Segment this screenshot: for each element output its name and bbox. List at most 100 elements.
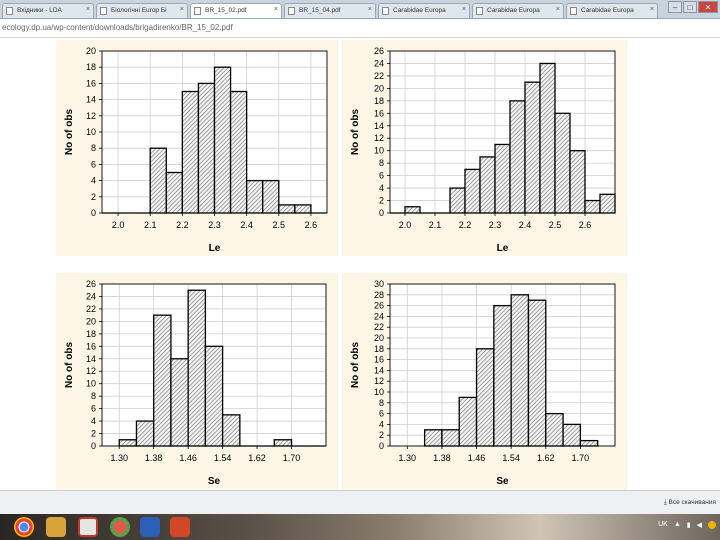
- close-tab-icon[interactable]: ×: [649, 6, 654, 13]
- x-axis-label: Se: [208, 476, 221, 487]
- y-tick-label: 30: [374, 279, 384, 289]
- histogram-bar: [524, 81, 541, 214]
- pdf-viewer: 0 2 4 6 8 10 12 14 16 18 20 2.0 2.1 2.2 2.3 2.4 2.5 2.6 Le…: [0, 38, 720, 490]
- histogram-bar: [475, 348, 495, 447]
- page-icon: [6, 7, 13, 15]
- histogram-bar: [245, 179, 264, 214]
- browser-tab[interactable]: Carabidae Europa ×: [566, 3, 658, 18]
- x-tick-label: 1.38: [433, 453, 451, 463]
- histogram-bar: [213, 66, 232, 214]
- histogram-bar: [294, 204, 312, 214]
- close-tab-icon[interactable]: ×: [85, 6, 90, 13]
- show-all-downloads-label: Все скачивания: [668, 499, 716, 506]
- histogram-bar: [197, 82, 216, 214]
- show-all-downloads-link[interactable]: ⤓ Все скачивания: [663, 499, 716, 506]
- browser-tab[interactable]: Carabidae Europa ×: [472, 3, 564, 18]
- y-tick-label: 10: [86, 127, 96, 137]
- word-icon[interactable]: [140, 517, 160, 537]
- x-tick-label: 2.5: [549, 220, 562, 230]
- x-tick-label: 1.30: [399, 453, 417, 463]
- histogram-bar: [187, 289, 207, 447]
- y-tick-label: 26: [374, 301, 384, 311]
- x-tick-label: 1.54: [502, 453, 520, 463]
- close-window-button[interactable]: ✕: [698, 1, 718, 13]
- histogram-bar: [135, 420, 155, 447]
- y-tick-label: 6: [91, 159, 96, 169]
- x-tick-label: 2.6: [579, 220, 592, 230]
- histogram-bar: [527, 299, 547, 447]
- x-tick-label: 2.1: [144, 220, 157, 230]
- histogram-bar: [273, 439, 293, 447]
- histogram-chart: 0 2 4 6 8 10 12 14 16 18 20 2.0 2.1 2.2 2.3 2.4 2.5 2.6 Le…: [64, 46, 328, 254]
- close-tab-icon[interactable]: ×: [179, 6, 184, 13]
- chrome-icon[interactable]: [14, 517, 34, 537]
- close-tab-icon[interactable]: ×: [461, 6, 466, 13]
- y-tick-label: 26: [86, 279, 96, 289]
- y-tick-label: 22: [374, 322, 384, 332]
- y-tick-label: 10: [86, 379, 96, 389]
- x-tick-label: 1.38: [145, 453, 163, 463]
- y-tick-label: 14: [374, 121, 384, 131]
- x-tick-label: 2.3: [208, 220, 221, 230]
- histogram-bar: [510, 294, 530, 447]
- browser-tab[interactable]: Carabidae Europa ×: [378, 3, 470, 18]
- browser-tab-label: BR_15_04.pdf: [299, 7, 341, 14]
- y-tick-label: 18: [86, 329, 96, 339]
- plot-frame: [101, 50, 328, 214]
- y-axis-label: No of obs: [350, 109, 361, 156]
- y-tick-label: 18: [374, 96, 384, 106]
- notification-icon[interactable]: [708, 521, 716, 529]
- plot-frame: [389, 283, 616, 447]
- browser-tab[interactable]: Вхiдники - LDA ×: [2, 3, 94, 18]
- y-tick-label: 0: [379, 441, 384, 451]
- histogram-bar: [204, 345, 224, 447]
- histogram-bar: [404, 206, 421, 214]
- y-tick-label: 8: [91, 391, 96, 401]
- minimize-button[interactable]: –: [668, 1, 682, 13]
- close-tab-icon[interactable]: ×: [273, 6, 278, 13]
- y-tick-label: 6: [91, 404, 96, 414]
- close-tab-icon[interactable]: ×: [555, 6, 560, 13]
- y-tick-label: 2: [379, 430, 384, 440]
- powerpoint-icon[interactable]: [170, 517, 190, 537]
- y-tick-label: 2: [379, 196, 384, 206]
- language-indicator[interactable]: UK: [658, 521, 668, 528]
- close-tab-icon[interactable]: ×: [367, 6, 372, 13]
- browser-tab[interactable]: BR_15_02.pdf ×: [190, 3, 282, 18]
- x-axis-label: Le: [209, 243, 221, 254]
- pen-app-icon[interactable]: [46, 517, 66, 537]
- y-tick-label: 14: [86, 95, 96, 105]
- x-tick-label: 2.0: [399, 220, 412, 230]
- y-tick-label: 20: [374, 333, 384, 343]
- y-tick-label: 2: [91, 192, 96, 202]
- histogram-bar: [441, 429, 460, 447]
- x-tick-label: 1.46: [468, 453, 486, 463]
- page-icon: [100, 7, 107, 15]
- volume-icon[interactable]: ◀: [696, 522, 702, 529]
- browser-tab[interactable]: Бiологiчнi Europ Бi ×: [96, 3, 188, 18]
- network-icon[interactable]: ▮: [686, 522, 691, 529]
- histogram-bar: [579, 439, 599, 447]
- pdf-reader-icon[interactable]: [78, 517, 98, 537]
- y-tick-label: 18: [86, 62, 96, 72]
- pdf-page: 0 2 4 6 8 10 12 14 16 18 20 2.0 2.1 2.2 2.3 2.4 2.5 2.6 Le…: [52, 38, 650, 490]
- media-app-icon[interactable]: [110, 517, 130, 537]
- y-tick-label: 14: [86, 354, 96, 364]
- tray-arrow-icon[interactable]: ▲: [673, 521, 681, 528]
- x-tick-label: 1.62: [248, 453, 266, 463]
- browser-tab[interactable]: BR_15_04.pdf ×: [284, 3, 376, 18]
- histogram-panel-se-2: 0 2 4 6 8 10 12 14 16 18 20 22 24 26 28 30 1.30 1.38 1.46 1…: [342, 273, 627, 490]
- histogram-bar: [278, 204, 296, 214]
- histogram-bar: [149, 147, 167, 214]
- address-bar[interactable]: ecology.dp.ua/wp-content/downloads/briga…: [0, 19, 720, 38]
- y-tick-label: 12: [374, 376, 384, 386]
- y-tick-label: 4: [91, 416, 96, 426]
- maximize-button[interactable]: □: [683, 1, 697, 13]
- y-tick-label: 8: [379, 398, 384, 408]
- page-icon: [476, 7, 483, 15]
- histogram-bar: [170, 358, 189, 447]
- y-tick-label: 16: [374, 355, 384, 365]
